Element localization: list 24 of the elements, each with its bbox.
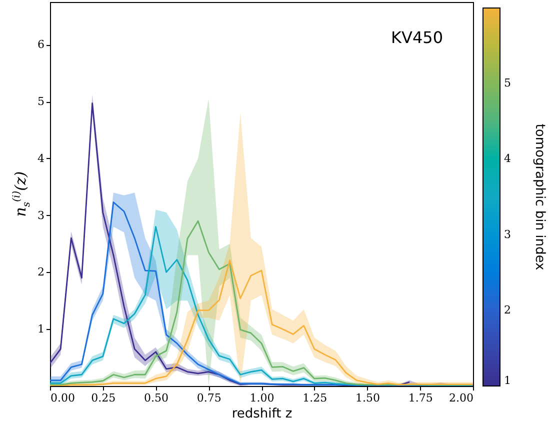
x-tick-label: 1.00 <box>250 392 274 404</box>
color-bar-label: 3 <box>504 228 511 241</box>
annotation: KV450 <box>391 28 443 47</box>
x-tick-label: 1.50 <box>356 392 380 404</box>
y-tick-label: 4 <box>38 152 44 165</box>
x-tick-label: 0.50 <box>144 392 168 404</box>
line-series <box>50 260 473 386</box>
x-tick-label: 1.75 <box>408 392 433 404</box>
y-tick-label: 3 <box>38 208 44 222</box>
color-bar-label: 2 <box>504 303 511 316</box>
y-tick-label: 1 <box>38 322 44 336</box>
color-bar-label: 1 <box>504 374 511 387</box>
y-tick-label: 5 <box>38 95 44 108</box>
x-tick-label: 0.25 <box>91 392 116 404</box>
color-bar-label: 5 <box>504 76 511 90</box>
x-axis-title: redshift z <box>232 406 292 422</box>
x-tick-label: 0.75 <box>196 392 222 404</box>
y-tick-label: 6 <box>38 38 44 52</box>
y-tick-label: 2 <box>38 266 44 279</box>
x-tick-label: 0.00 <box>50 392 75 404</box>
color-bar-title: tomographic bin index <box>532 124 547 271</box>
color-bar-label: 4 <box>504 152 511 166</box>
x-tick-label: 1.25 <box>302 392 328 404</box>
x-tick-label: 2.00 <box>449 392 474 404</box>
